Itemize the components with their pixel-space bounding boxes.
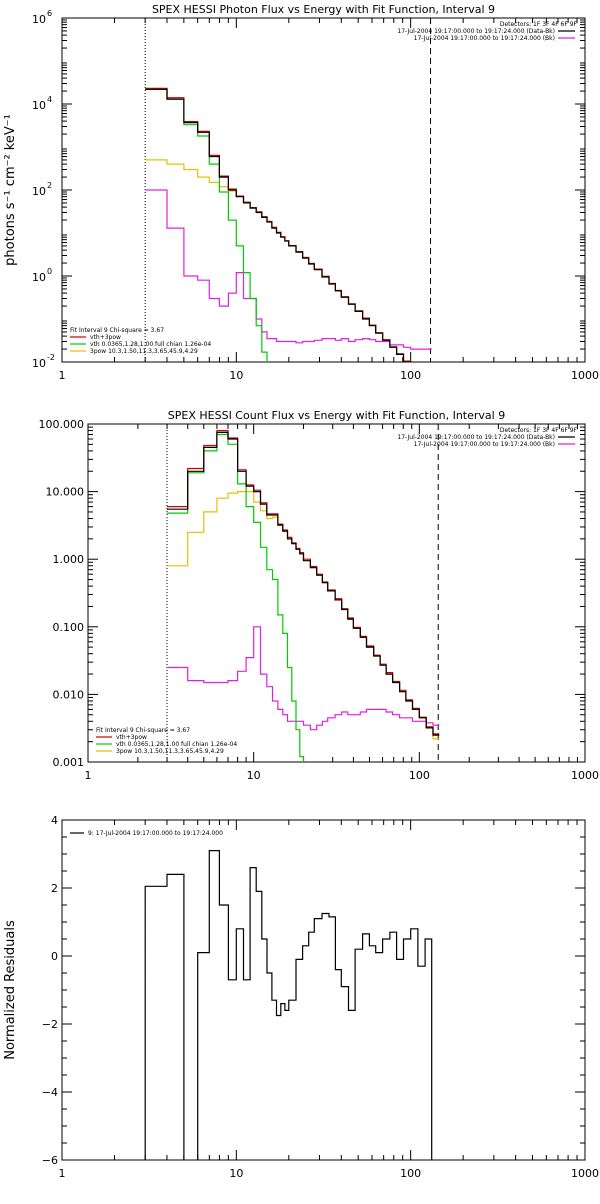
y-tick-label: 10 [32, 99, 46, 112]
y-tick-base: 10 [32, 99, 46, 112]
y-tick-label: 0.001 [53, 756, 85, 769]
plot-frame [61, 819, 586, 1161]
series-vth-3pow [145, 87, 412, 362]
y-tick-base: 10 [32, 357, 46, 370]
series-data [167, 431, 440, 736]
series-residuals [144, 850, 433, 1160]
y-tick-label: 10 [32, 13, 46, 26]
series-bk [167, 626, 440, 731]
x-tick-label: 100 [400, 369, 421, 382]
y-tick-label: 0.100 [53, 621, 85, 634]
legend-top-right-text: Detectors: 1F 3F 4F 6F 9F [500, 427, 578, 434]
y-tick-label: −4 [42, 1086, 58, 1099]
chart-title: SPEX HESSI Count Flux vs Energy with Fit… [168, 409, 505, 422]
plot-frame [87, 423, 586, 763]
y-tick-label: 10 [32, 271, 46, 284]
series-vth-3pow [167, 430, 440, 735]
series-bk [145, 189, 432, 350]
legend-top-right-text: 17-Jul-2004 19:17:00.000 to 19:17:24.000… [397, 434, 555, 441]
series-group [144, 850, 433, 1160]
x-tick-label: 1000 [571, 369, 599, 382]
series-group [145, 87, 432, 362]
x-tick-label: 100 [400, 1167, 421, 1180]
x-tick-label: 10 [229, 369, 243, 382]
chart-title: SPEX HESSI Photon Flux vs Energy with Fi… [152, 3, 495, 16]
y-tick-label: 10.000 [46, 486, 85, 499]
x-tick-label: 1 [59, 1167, 66, 1180]
legend-top-right-text: Detectors: 1F 3F 4F 6F 9F [500, 21, 578, 28]
chart-panel-1: SPEX HESSI Count Flux vs Energy with Fit… [39, 409, 600, 782]
y-tick-exponent: 0 [47, 267, 52, 276]
y-tick-label: 2 [51, 882, 58, 895]
y-tick-label: 0.010 [53, 688, 85, 701]
series-3pow [167, 491, 440, 740]
y-tick-exponent: 2 [47, 181, 52, 190]
y-tick-label: 10 [32, 357, 46, 370]
y-tick-label: 0 [51, 950, 58, 963]
y-tick-label: −6 [42, 1154, 58, 1167]
legend-bottom-left-text: 3pow 10.3,1.50,11.3,3.65,45.9,4.29 [116, 748, 224, 755]
legend-bottom-left-text: vth+3pow [90, 334, 121, 341]
y-tick-exponent: 6 [47, 9, 52, 18]
x-tick-label: 1 [59, 369, 66, 382]
x-tick-label: 10 [247, 769, 261, 782]
legend-bottom-left-text: vth+3pow [116, 734, 147, 741]
legend-bottom-left-text: Fit Interval 9 Chi-square = 3.67 [70, 327, 164, 334]
legend-bottom-left-text: Fit Interval 9 Chi-square = 3.67 [96, 727, 190, 734]
y-tick-label: −2 [42, 1018, 58, 1031]
y-tick-base: 10 [32, 13, 46, 26]
legend-bottom-left-text: 3pow 10.3,1.50,11.3,3.65,45.9,4.29 [90, 348, 198, 355]
series-vth [145, 88, 268, 362]
chart-panel-2: 1 10 100 1000 −6 −4 −2 0 2 4 Normalized Residuals 9… [3, 814, 599, 1180]
y-tick-label: 10 [32, 185, 46, 198]
series-group [167, 430, 440, 762]
y-axis-label: Normalized Residuals [3, 920, 18, 1060]
series-data [145, 88, 412, 362]
legend-top-right-text: 17-Jul-2004 19:17:00.000 to 19:17:24.000… [397, 28, 555, 35]
y-tick-exponent: 4 [47, 95, 52, 104]
x-tick-label: 100 [409, 769, 430, 782]
x-tick-label: 10 [229, 1167, 243, 1180]
y-tick-label: 1.000 [53, 553, 85, 566]
x-tick-label: 1 [85, 769, 92, 782]
legend-bottom-left-text: vth 0.0365,1.28,1.00 full chian 1.26e-04 [116, 741, 237, 748]
legend-top-right-text: 17-Jul-2004 19:17:00.000 to 19:17:24.000… [414, 441, 555, 448]
y-tick-label: 100.000 [39, 418, 85, 431]
chart-panel-0: SPEX HESSI Photon Flux vs Energy with Fi… [3, 3, 599, 382]
y-tick-label: 4 [51, 814, 58, 827]
legend-top-right-text: 17-Jul-2004 19:17:00.000 to 19:17:24.000… [414, 35, 555, 42]
y-tick-base: 10 [32, 185, 46, 198]
y-axis-label: photons s⁻¹ cm⁻² keV⁻¹ [3, 114, 18, 266]
y-tick-exponent: -2 [47, 353, 55, 362]
x-tick-label: 1000 [571, 769, 599, 782]
legend-bottom-left-text: vth 0.0365,1.28,1.00 full chian 1.26e-04 [90, 341, 211, 348]
y-tick-base: 10 [32, 271, 46, 284]
x-tick-label: 1000 [571, 1167, 599, 1180]
legend-top-left-text: 9: 17-Jul-2004 19:17:00.000 to 19:17:24.… [88, 830, 223, 837]
plot-frame [61, 17, 586, 363]
